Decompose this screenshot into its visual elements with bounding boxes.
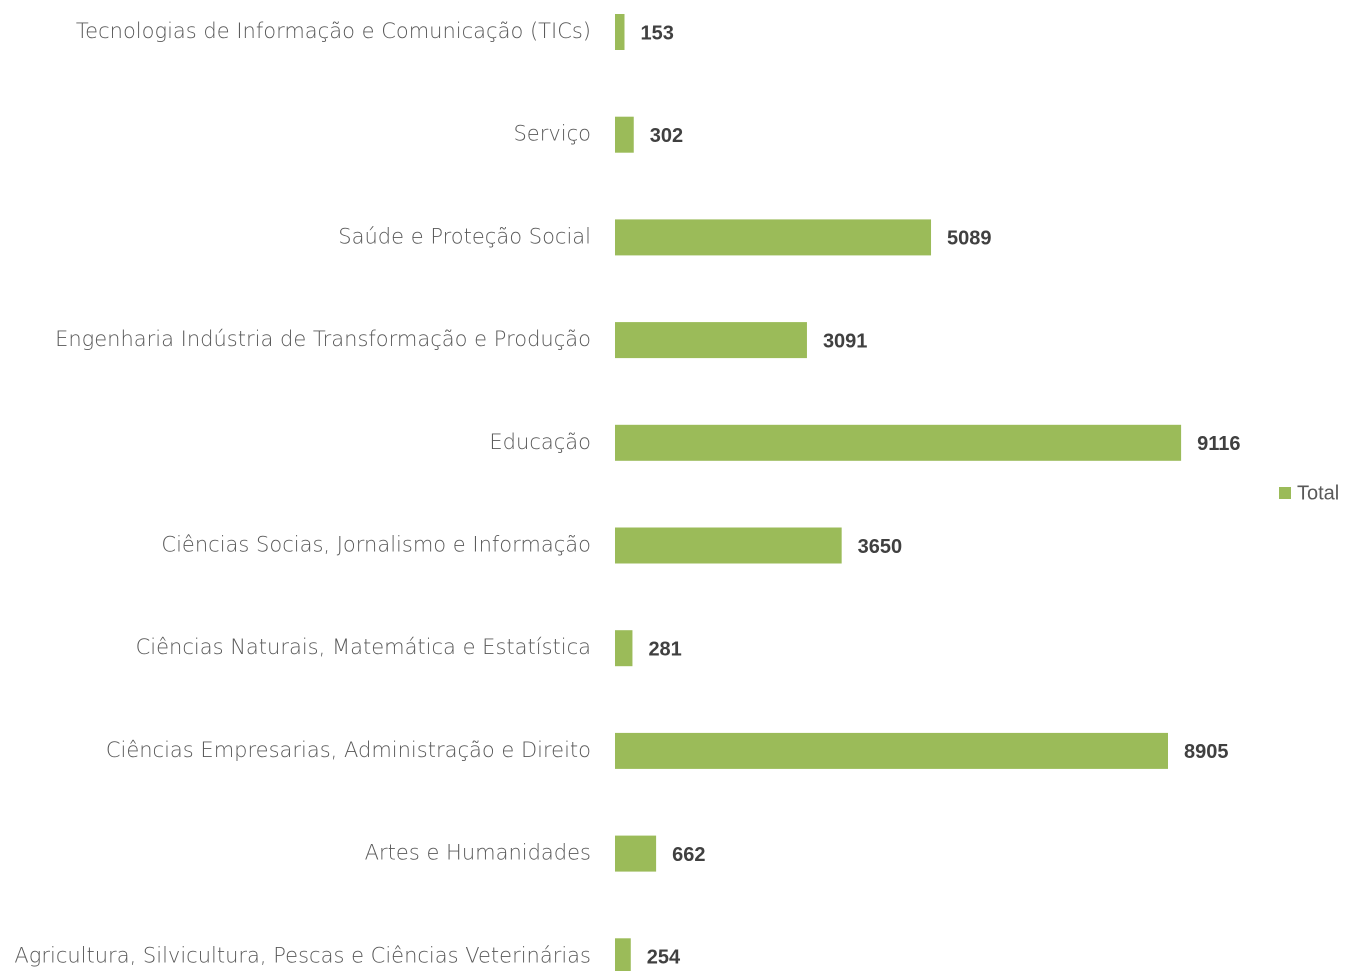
category-label: Tecnologias de Informação e Comunicação … [76,19,591,43]
category-label: Saúde e Proteção Social [338,224,591,248]
category-label: Serviço [513,122,591,146]
legend-label: Total [1297,482,1339,504]
bar [615,630,633,667]
data-label: 3650 [858,536,903,558]
bar [615,14,625,50]
data-label: 9116 [1197,433,1240,455]
category-label: Agricultura, Silvicultura, Pescas e Ciên… [14,943,591,967]
data-label: 254 [647,947,681,969]
data-label: 153 [641,22,674,44]
bar [615,732,1169,769]
data-label: 3091 [823,330,868,352]
legend-swatch [1279,487,1291,499]
bar [615,116,634,153]
bar [615,424,1182,461]
category-label: Ciências Empresarias, Administração e Di… [106,738,591,762]
data-label: 8905 [1184,741,1229,763]
bar [615,938,631,971]
data-label: 5089 [947,228,992,250]
bar [615,219,932,256]
bar [615,835,657,872]
category-label: Engenharia Indústria de Transformação e … [55,327,591,351]
bar [615,527,842,564]
data-label: 281 [648,638,681,660]
data-label: 302 [650,125,683,147]
data-label: 662 [672,844,705,866]
category-label: Educação [489,430,591,454]
category-label: Artes e Humanidades [365,841,591,865]
category-label: Ciências Naturais, Matemática e Estatíst… [136,635,591,659]
bar [615,322,807,359]
category-label: Ciências Socias, Jornalismo e Informação [161,533,591,557]
